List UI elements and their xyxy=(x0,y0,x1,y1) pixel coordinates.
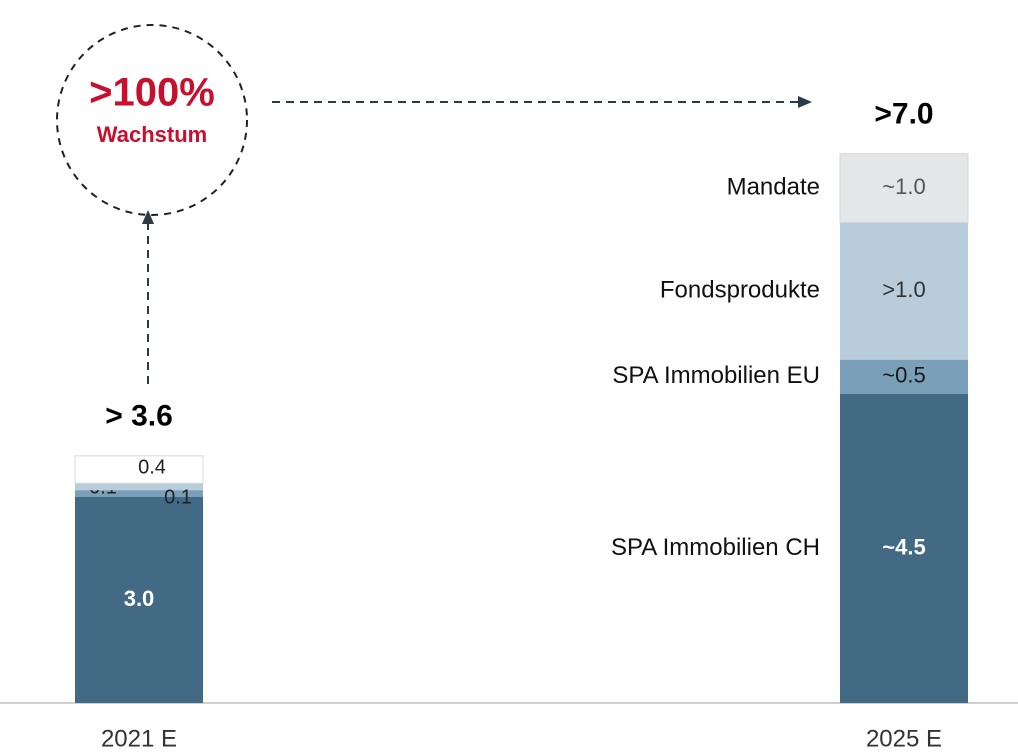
value-label: ~4.5 xyxy=(882,534,925,559)
series-label: Mandate xyxy=(727,173,820,200)
x-tick-label: 2025 E xyxy=(866,725,942,752)
bar-segment xyxy=(75,497,203,703)
arrow-head xyxy=(798,96,812,108)
value-label: 0.4 xyxy=(138,456,166,478)
bar-segment xyxy=(75,490,203,497)
total-label: >7.0 xyxy=(874,98,933,131)
growth-text: Wachstum xyxy=(97,122,207,147)
bar-segment xyxy=(840,394,968,703)
value-label: ~1.0 xyxy=(882,174,925,199)
x-tick-label: 2021 E xyxy=(101,725,177,752)
growth-circle xyxy=(56,24,248,216)
series-label: SPA Immobilien CH xyxy=(611,534,820,561)
value-label: ~0.5 xyxy=(882,363,925,388)
bar-segment xyxy=(839,153,969,223)
value-label: >1.0 xyxy=(882,277,925,302)
bar-segment xyxy=(840,359,968,394)
series-label: Fondsprodukte xyxy=(660,276,820,303)
bar-segment xyxy=(840,222,968,360)
value-label: 0.1 xyxy=(164,486,192,508)
arrow-head xyxy=(142,210,154,224)
series-label: SPA Immobilien EU xyxy=(612,362,820,389)
bar-segment xyxy=(74,455,204,484)
growth-value: >100% xyxy=(89,71,215,115)
value-label: 3.0 xyxy=(124,586,155,611)
bar-segment xyxy=(75,483,203,491)
total-label: > 3.6 xyxy=(105,400,173,433)
